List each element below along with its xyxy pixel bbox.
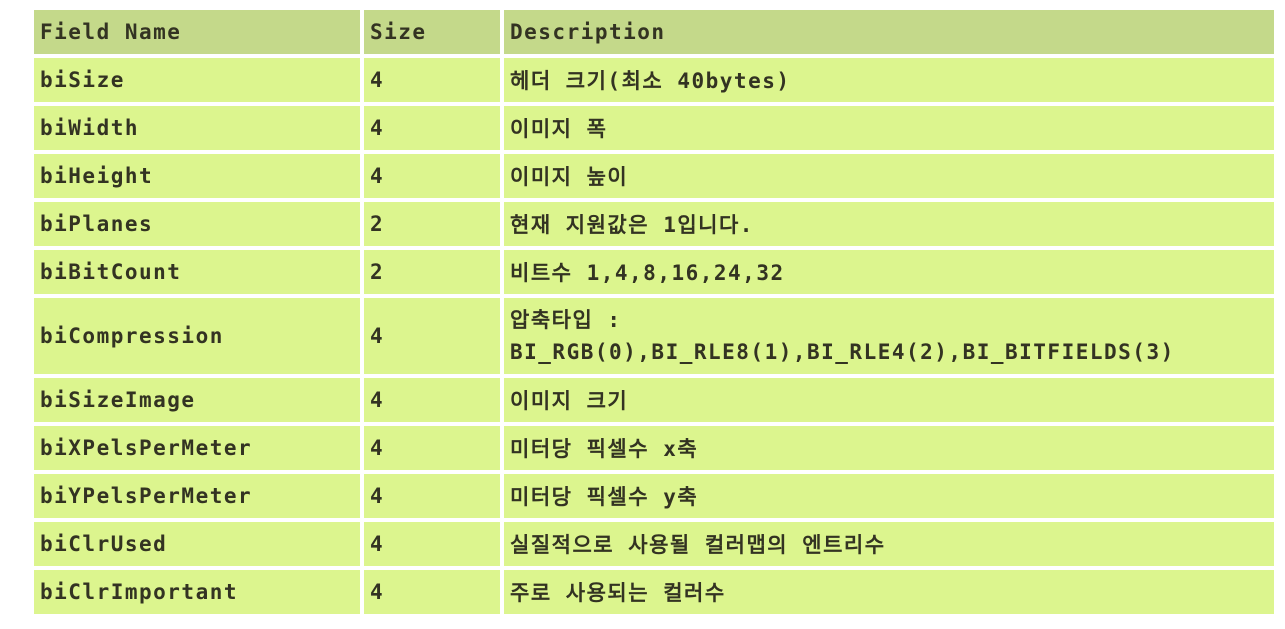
description-cell: 이미지 크기 bbox=[504, 378, 1274, 422]
description-cell: 압축타입 : BI_RGB(0),BI_RLE8(1),BI_RLE4(2),B… bbox=[504, 298, 1274, 374]
field-name-cell: biClrUsed bbox=[34, 522, 360, 566]
size-cell: 2 bbox=[364, 202, 500, 246]
table-row: biSize 4 헤더 크기(최소 40bytes) bbox=[34, 58, 1274, 102]
description-cell: 헤더 크기(최소 40bytes) bbox=[504, 58, 1274, 102]
description-cell: 주로 사용되는 컬러수 bbox=[504, 570, 1274, 614]
description-cell: 미터당 픽셀수 y축 bbox=[504, 474, 1274, 518]
description-cell: 비트수 1,4,8,16,24,32 bbox=[504, 250, 1274, 294]
field-name-cell: biWidth bbox=[34, 106, 360, 150]
description-line-2: BI_RGB(0),BI_RLE8(1),BI_RLE4(2),BI_BITFI… bbox=[510, 340, 1175, 364]
description-cell: 이미지 높이 bbox=[504, 154, 1274, 198]
size-cell: 4 bbox=[364, 106, 500, 150]
field-name-cell: biXPelsPerMeter bbox=[34, 426, 360, 470]
field-name-cell: biPlanes bbox=[34, 202, 360, 246]
size-cell: 4 bbox=[364, 474, 500, 518]
description-cell: 실질적으로 사용될 컬러맵의 엔트리수 bbox=[504, 522, 1274, 566]
table-row: biPlanes 2 현재 지원값은 1입니다. bbox=[34, 202, 1274, 246]
size-cell: 4 bbox=[364, 522, 500, 566]
size-cell: 4 bbox=[364, 378, 500, 422]
description-cell: 미터당 픽셀수 x축 bbox=[504, 426, 1274, 470]
size-cell: 4 bbox=[364, 298, 500, 374]
size-cell: 2 bbox=[364, 250, 500, 294]
table-row: biXPelsPerMeter 4 미터당 픽셀수 x축 bbox=[34, 426, 1274, 470]
field-name-cell: biYPelsPerMeter bbox=[34, 474, 360, 518]
description-cell: 이미지 폭 bbox=[504, 106, 1274, 150]
size-cell: 4 bbox=[364, 426, 500, 470]
bitmap-info-header-table-container: Field Name Size Description biSize 4 헤더 … bbox=[30, 6, 1278, 618]
description-line-1: 압축타입 : bbox=[510, 308, 622, 332]
field-name-cell: biSizeImage bbox=[34, 378, 360, 422]
description-cell: 현재 지원값은 1입니다. bbox=[504, 202, 1274, 246]
table-header-row: Field Name Size Description bbox=[34, 10, 1274, 54]
field-name-cell: biBitCount bbox=[34, 250, 360, 294]
table-row: biClrUsed 4 실질적으로 사용될 컬러맵의 엔트리수 bbox=[34, 522, 1274, 566]
table-row: biWidth 4 이미지 폭 bbox=[34, 106, 1274, 150]
table-row: biHeight 4 이미지 높이 bbox=[34, 154, 1274, 198]
size-cell: 4 bbox=[364, 154, 500, 198]
table-row: biBitCount 2 비트수 1,4,8,16,24,32 bbox=[34, 250, 1274, 294]
field-name-cell: biClrImportant bbox=[34, 570, 360, 614]
bitmap-info-header-table: Field Name Size Description biSize 4 헤더 … bbox=[30, 6, 1278, 618]
header-size: Size bbox=[364, 10, 500, 54]
size-cell: 4 bbox=[364, 58, 500, 102]
size-cell: 4 bbox=[364, 570, 500, 614]
table-row: biYPelsPerMeter 4 미터당 픽셀수 y축 bbox=[34, 474, 1274, 518]
header-description: Description bbox=[504, 10, 1274, 54]
field-name-cell: biHeight bbox=[34, 154, 360, 198]
table-row: biCompression 4 압축타입 : BI_RGB(0),BI_RLE8… bbox=[34, 298, 1274, 374]
field-name-cell: biCompression bbox=[34, 298, 360, 374]
field-name-cell: biSize bbox=[34, 58, 360, 102]
header-field-name: Field Name bbox=[34, 10, 360, 54]
table-row: biClrImportant 4 주로 사용되는 컬러수 bbox=[34, 570, 1274, 614]
table-row: biSizeImage 4 이미지 크기 bbox=[34, 378, 1274, 422]
